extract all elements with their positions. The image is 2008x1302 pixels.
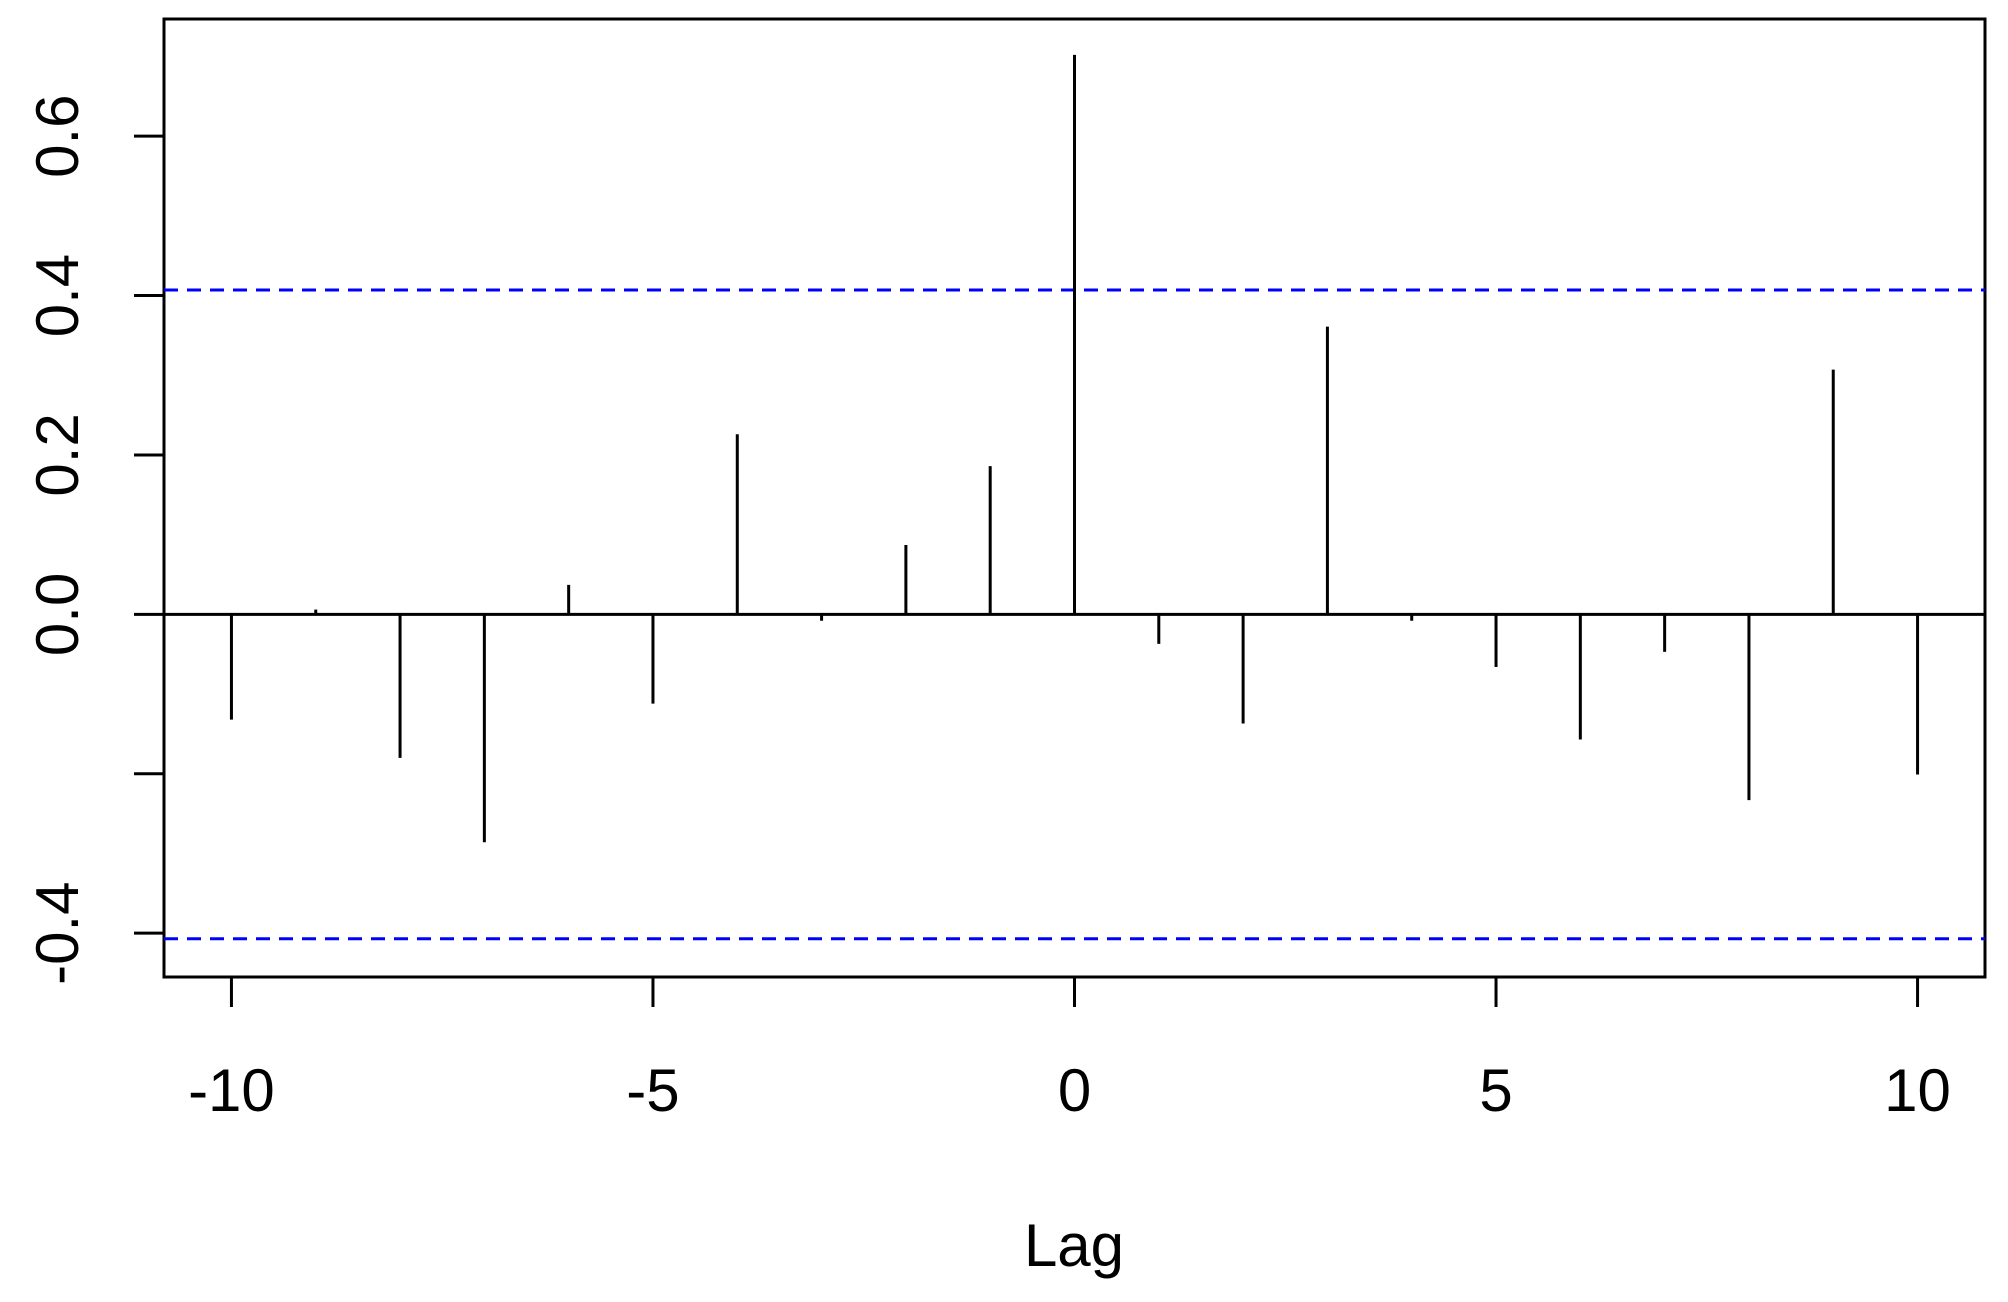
x-tick-label: -10 [188,1057,275,1124]
y-tick-label: 0.6 [24,94,91,177]
y-tick-label: 0.0 [24,573,91,656]
x-axis-label: Lag [1024,1212,1124,1279]
x-tick-label: 10 [1884,1057,1951,1124]
x-tick-label: 0 [1058,1057,1091,1124]
x-tick-label: -5 [626,1057,679,1124]
y-tick-label: 0.2 [24,413,91,496]
x-tick-label: 5 [1479,1057,1512,1124]
y-tick-label: 0.4 [24,254,91,337]
y-tick-label: -0.4 [24,881,91,984]
